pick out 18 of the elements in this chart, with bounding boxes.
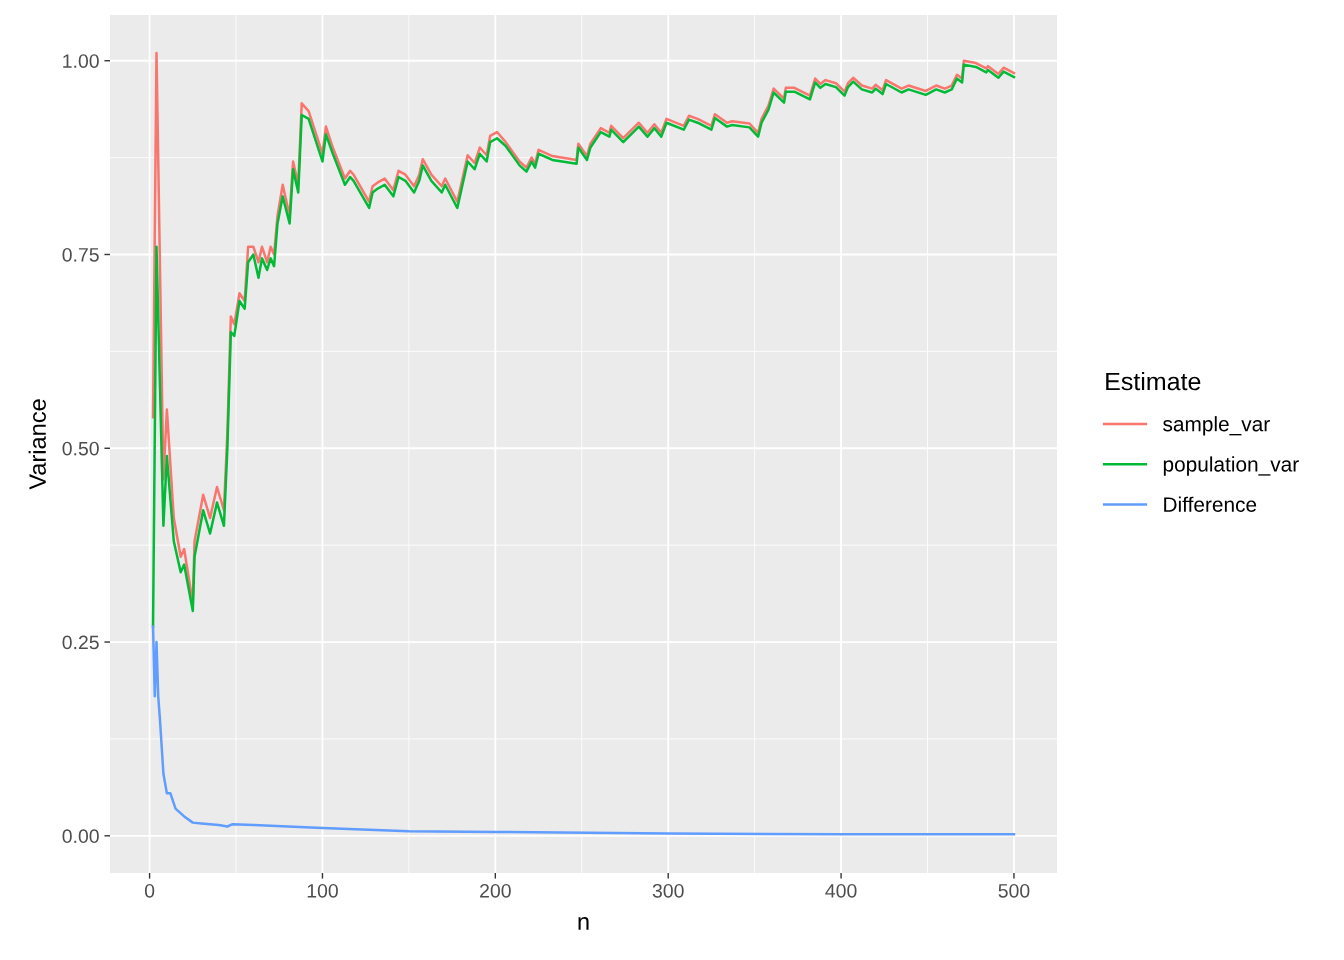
x-tick-label: 0 (144, 883, 155, 898)
legend-label: sample_var (1163, 416, 1270, 436)
y-axis-title: Variance (28, 399, 46, 490)
x-axis-title: n (578, 917, 589, 930)
legend-label: population_var (1163, 456, 1299, 476)
x-tick-label: 200 (480, 883, 511, 898)
x-tick-label: 400 (825, 883, 857, 898)
line-series (151, 625, 1016, 836)
y-tick-label: 0.25 (62, 635, 99, 650)
y-tick-label: 0.00 (62, 829, 99, 844)
x-tick-label: 500 (998, 883, 1030, 898)
x-tick-label: 100 (307, 883, 338, 898)
legend-title: Estimate (1106, 371, 1201, 391)
y-tick-label: 0.50 (62, 441, 99, 456)
y-tick-label: 1.00 (63, 54, 99, 68)
x-tick-label: 300 (652, 883, 684, 898)
y-tick-label: 0.75 (62, 247, 99, 262)
legend-label: Difference (1164, 496, 1257, 512)
